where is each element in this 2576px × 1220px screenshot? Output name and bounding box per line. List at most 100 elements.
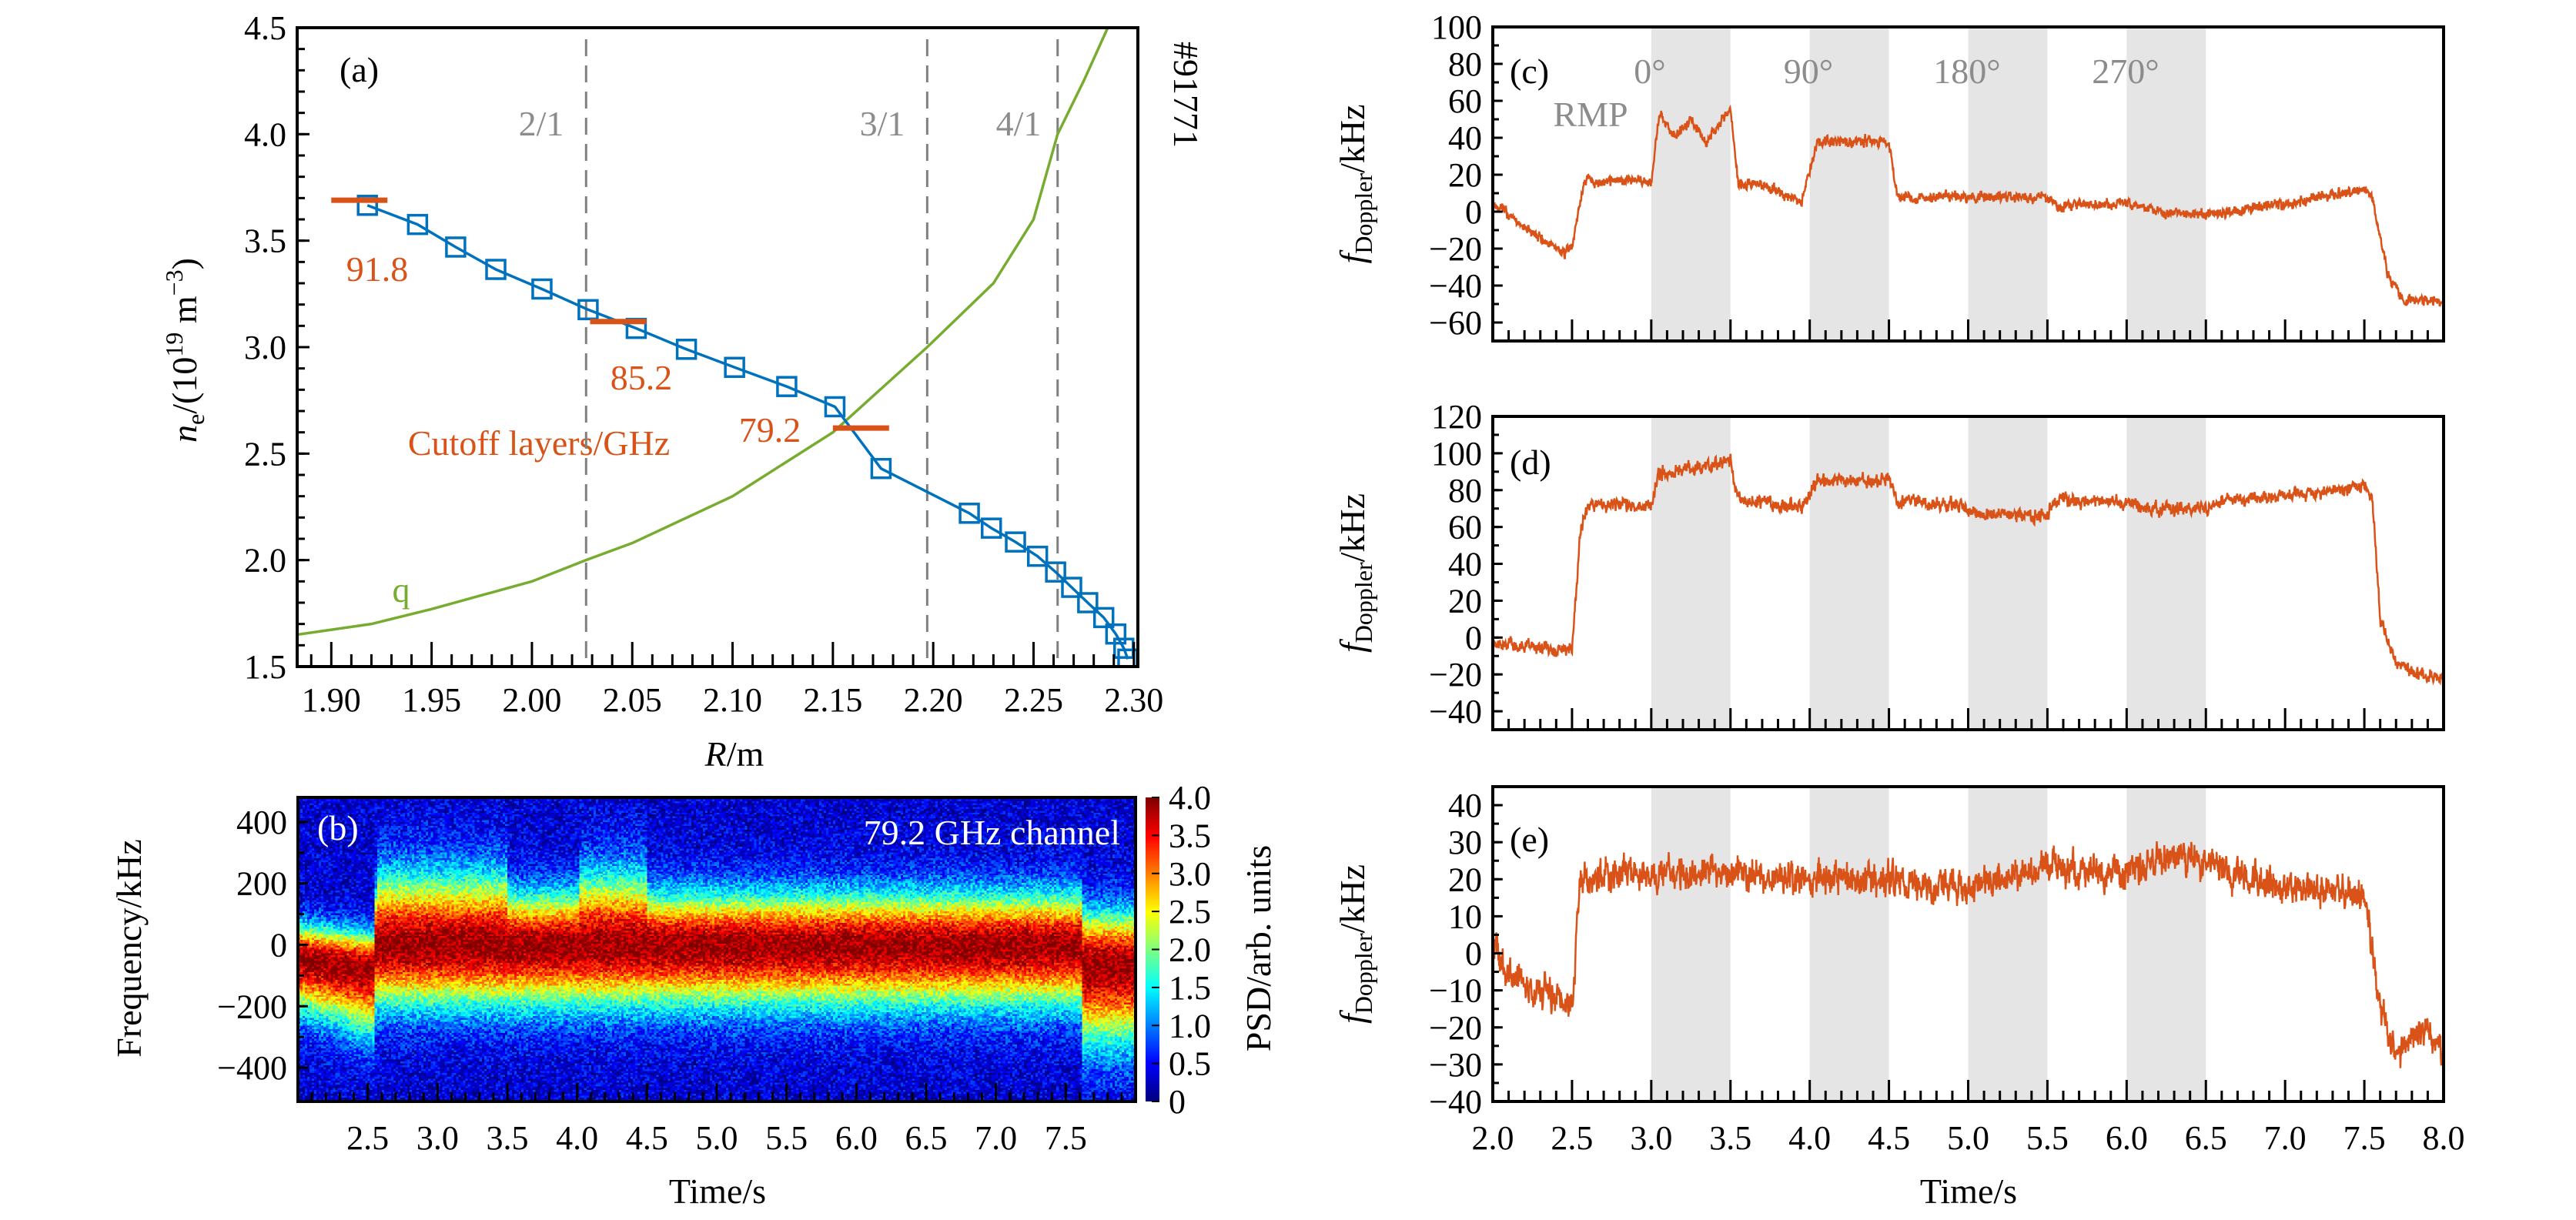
x-tick-label: 2.5 <box>346 1119 389 1157</box>
x-tick-label: 3.5 <box>1709 1119 1751 1157</box>
y-tick-label: 80 <box>1448 45 1482 83</box>
y-tick-label: 40 <box>1448 787 1482 824</box>
y-tick-label: 200 <box>236 865 287 903</box>
cutoff-label-85-2: 85.2 <box>611 358 673 397</box>
x-tick-label: 5.0 <box>1947 1119 1989 1157</box>
x-tick-label: 6.5 <box>905 1119 948 1157</box>
rmp-phase-180: 180° <box>1933 52 2000 91</box>
panel-label-e: (e) <box>1510 820 1549 859</box>
ylabel-sub: Doppler <box>1350 173 1377 254</box>
colorbar-tick-label: 1.0 <box>1169 1007 1211 1045</box>
y-tick-label: 100 <box>1431 435 1482 473</box>
x-tick-label: 6.5 <box>2185 1119 2227 1157</box>
rmp-shaded-band <box>2126 27 2206 341</box>
density-marker <box>577 299 599 321</box>
y-tick-label: −40 <box>1429 693 1482 730</box>
colorbar-tick-label: 3.0 <box>1169 855 1211 893</box>
doppler-trace <box>1493 453 2444 686</box>
channel-annotation: 79.2 GHz channel <box>864 813 1120 852</box>
ylabel-sub: Doppler <box>1350 933 1377 1014</box>
density-marker <box>485 259 507 280</box>
y-tick-label: 2.0 <box>244 542 286 580</box>
rmp-shaded-band <box>2126 416 2206 730</box>
x-tick-label: 2.00 <box>502 681 561 719</box>
ylabel-unit: /kHz <box>1333 493 1372 562</box>
density-marker <box>958 503 980 524</box>
y-tick-label: 4.0 <box>244 115 286 153</box>
y-tick-label: 60 <box>1448 82 1482 120</box>
colorbar-tick-label: 3.5 <box>1169 817 1211 854</box>
x-tick-label: 7.5 <box>1045 1119 1087 1157</box>
doppler-trace <box>1493 841 2444 1068</box>
colorbar-tick-label: 0 <box>1169 1083 1186 1121</box>
ylabel-unit: /kHz <box>1333 104 1372 172</box>
y-tick-label: −60 <box>1429 304 1482 342</box>
panel-b: (b) 79.2 GHz channel Frequency/kHz Time/… <box>109 779 1278 1211</box>
rmp-phase-0: 0° <box>1634 52 1665 91</box>
x-tick-label: 7.5 <box>2343 1119 2386 1157</box>
y-tick-label: 3.0 <box>244 329 286 366</box>
density-marker <box>980 517 1002 539</box>
density-marker <box>356 194 378 216</box>
y-tick-label: −40 <box>1429 267 1482 305</box>
panel-label-c: (c) <box>1510 52 1549 91</box>
y-axis-label-a: ne/(1019 m−3) <box>160 258 209 443</box>
y-tick-label: 40 <box>1448 119 1482 157</box>
y-tick-label: 4.5 <box>244 9 286 47</box>
rmp-shaded-band <box>1651 27 1731 341</box>
x-tick-label: 5.5 <box>765 1119 808 1157</box>
cutoff-layers-title: Cutoff layers/GHz <box>408 423 670 463</box>
x-axis-label-e: Time/s <box>1920 1172 2017 1211</box>
x-tick-label: 4.5 <box>1868 1119 1910 1157</box>
y-tick-label: 40 <box>1448 546 1482 583</box>
panel-label-b: (b) <box>317 808 359 847</box>
x-tick-label: 4.0 <box>556 1119 598 1157</box>
density-marker <box>406 213 429 236</box>
q-label: q <box>393 570 410 610</box>
y-tick-label: 120 <box>1431 398 1482 436</box>
x-axis-label-b: Time/s <box>669 1172 766 1211</box>
y-tick-label: −30 <box>1429 1046 1482 1084</box>
y-tick-label: 0 <box>270 927 287 964</box>
colorbar-label: PSD/arb. units <box>1239 845 1278 1051</box>
x-tick-label: 6.0 <box>835 1119 878 1157</box>
density-marker <box>1092 607 1115 629</box>
rmp-phase-90: 90° <box>1784 52 1833 91</box>
x-tick-label: 5.0 <box>696 1119 738 1157</box>
colorbar-tick-label: 1.5 <box>1169 969 1211 1007</box>
x-axis-label-a: R/m <box>704 734 764 774</box>
density-marker <box>531 278 553 300</box>
y-tick-label: 3.5 <box>244 222 286 260</box>
colorbar-tick-label: 4.0 <box>1169 779 1211 817</box>
colorbar-tick-label: 0.5 <box>1169 1045 1211 1083</box>
y-tick-label: 0 <box>1465 619 1482 657</box>
ylabel-unit: /kHz <box>1333 864 1372 933</box>
colorbar-tick-label: 2.5 <box>1169 893 1211 931</box>
colorbar-tick-label: 2.0 <box>1169 931 1211 969</box>
panel-label-a: (a) <box>340 50 379 89</box>
density-marker <box>675 339 698 360</box>
y-axis-label-d: fDoppler/kHz <box>1333 493 1377 653</box>
y-axis-label-b: Frequency/kHz <box>109 839 149 1058</box>
density-marker <box>1005 531 1026 553</box>
cutoff-label-91-8: 91.8 <box>346 249 409 289</box>
ylabel-sub: Doppler <box>1350 562 1377 643</box>
x-tick-label: 3.0 <box>417 1119 459 1157</box>
rmp-label: RMP <box>1553 95 1628 134</box>
y-tick-label: −400 <box>217 1049 287 1087</box>
density-marker <box>1045 561 1066 583</box>
y-tick-label: −200 <box>217 988 287 1025</box>
y-tick-label: 0 <box>1465 193 1482 231</box>
density-marker <box>870 457 892 480</box>
x-tick-label: 2.30 <box>1104 681 1163 719</box>
shot-number: #91771 <box>1166 42 1206 148</box>
y-tick-label: 80 <box>1448 472 1482 510</box>
cutoff-label-79-2: 79.2 <box>739 410 801 450</box>
y-tick-label: 100 <box>1431 8 1482 46</box>
y-tick-label: 30 <box>1448 824 1482 861</box>
density-marker <box>824 396 846 418</box>
x-tick-label: 2.10 <box>703 681 762 719</box>
rmp-shaded-band <box>1809 787 1889 1101</box>
